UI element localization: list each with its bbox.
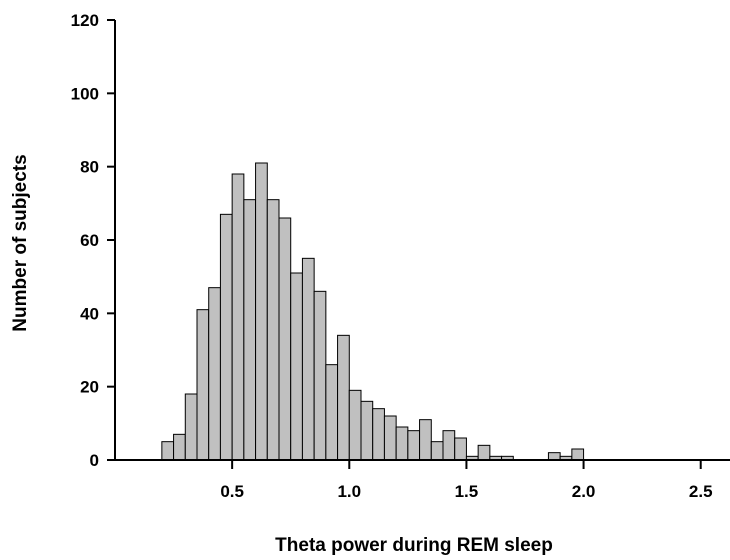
y-tick-label: 60 (80, 231, 99, 250)
y-tick-label: 40 (80, 304, 99, 323)
histogram-bar (301, 257, 315, 461)
histogram-bar (325, 364, 339, 461)
x-tick-label: 2.5 (689, 482, 713, 501)
histogram-bar (395, 426, 409, 461)
x-ticks-group: 0.5 1.0 1.5 2.0 2.5 (220, 460, 713, 501)
histogram-bar (290, 272, 303, 461)
histogram-bar (348, 389, 362, 461)
bars-group (161, 162, 585, 461)
y-tick-label: 20 (80, 378, 99, 397)
histogram-bar (243, 199, 257, 461)
histogram-bar (266, 199, 280, 461)
histogram-bar (278, 217, 292, 461)
x-tick-label: 2.0 (572, 482, 596, 501)
histogram-bar (430, 441, 444, 461)
histogram-bar (383, 415, 397, 461)
y-ticks-group: 0 20 40 60 80 100 120 (71, 11, 115, 470)
histogram-bar (161, 441, 175, 461)
histogram-bar (407, 430, 421, 461)
y-tick-label: 120 (71, 11, 99, 30)
histogram-bar (571, 448, 585, 461)
y-tick-label: 0 (90, 451, 99, 470)
histogram-bar (173, 433, 186, 461)
histogram-bar (231, 173, 245, 461)
x-tick-label: 1.5 (455, 482, 479, 501)
histogram-bar (255, 162, 268, 461)
y-tick-label: 100 (71, 84, 99, 103)
histogram-bar (419, 419, 432, 461)
histogram-bar (477, 444, 491, 461)
x-tick-label: 1.0 (337, 482, 361, 501)
histogram-bar (184, 393, 198, 461)
histogram-bar (454, 437, 467, 461)
histogram-bar (219, 213, 233, 461)
x-axis-title: Theta power during REM sleep (275, 535, 553, 556)
histogram-bar (337, 334, 350, 461)
histogram-bar (547, 452, 561, 461)
x-tick-label: 0.5 (220, 482, 244, 501)
histogram-bar (196, 309, 210, 461)
histogram-bar (360, 400, 374, 461)
histogram-bar (442, 430, 456, 461)
histogram-bar (372, 408, 385, 461)
histogram-bar (208, 287, 221, 461)
y-axis-title: Number of subjects (10, 154, 31, 331)
histogram-bar (313, 290, 327, 461)
y-tick-label: 80 (80, 158, 99, 177)
